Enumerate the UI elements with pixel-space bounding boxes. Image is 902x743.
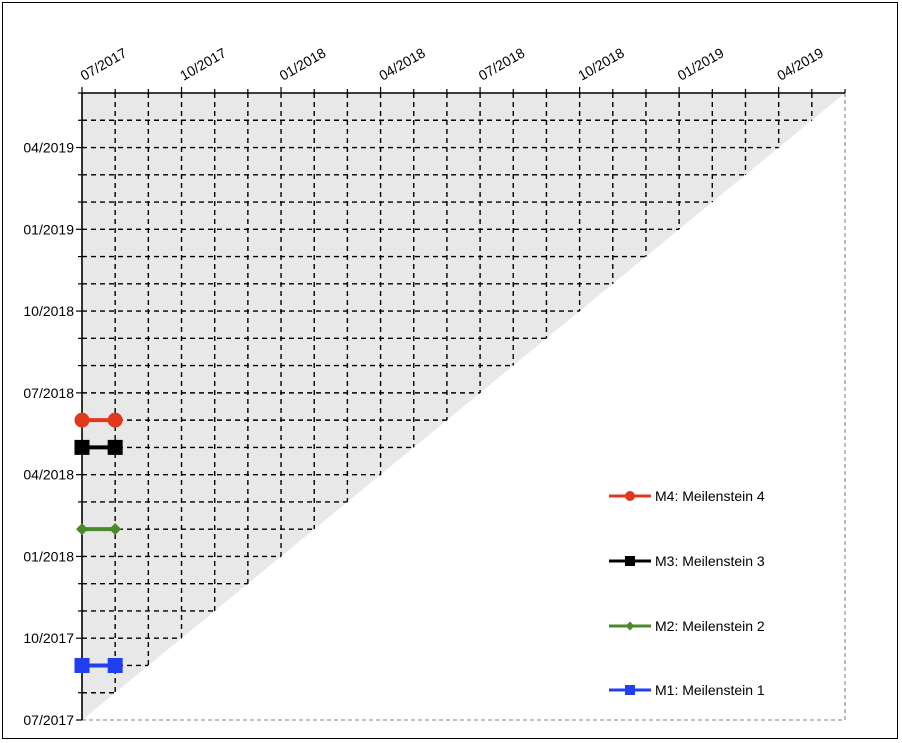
marker-square: [107, 439, 123, 455]
series-2: [74, 439, 123, 455]
marker-square: [625, 556, 635, 566]
x-tick-label: 01/2019: [675, 44, 727, 83]
axes: [76, 87, 846, 721]
series-3: [76, 523, 122, 536]
plot-area-shading: [82, 93, 845, 720]
marker-square: [74, 439, 90, 455]
series-4: [74, 657, 123, 673]
series-1: [74, 412, 123, 428]
x-tick-labels: 07/2017 10/2017 01/2018 04/2018 07/2018 10/20…: [78, 44, 827, 83]
y-tick-label: 04/2018: [23, 467, 74, 483]
x-tick-label: 07/2018: [476, 44, 528, 83]
y-tick-label: 10/2018: [23, 303, 74, 319]
legend-label: M3: Meilenstein 3: [655, 553, 765, 569]
legend-label: M4: Meilenstein 4: [655, 488, 765, 504]
legend-item: M2: Meilenstein 2: [609, 618, 765, 634]
grid: [82, 93, 813, 694]
y-tick-labels: 07/2017 10/2017 01/2018 04/2018 07/2018 10/20…: [23, 140, 74, 728]
marker-circle: [74, 412, 90, 428]
y-tick-label: 07/2018: [23, 385, 74, 401]
milestone-trend-chart: 07/2017 10/2017 01/2018 04/2018 07/2018 10/20…: [23, 44, 846, 728]
marker-circle: [107, 412, 123, 428]
y-tick-label: 10/2017: [23, 630, 74, 646]
y-tick-label: 07/2017: [23, 712, 74, 728]
marker-circle: [625, 491, 635, 501]
y-tick-label: 04/2019: [23, 140, 74, 156]
x-tick-label: 10/2018: [575, 44, 627, 83]
x-tick-label: 07/2017: [78, 44, 130, 83]
x-tick-label: 04/2018: [376, 44, 428, 83]
x-tick-label: 01/2018: [277, 44, 329, 83]
marker-square: [625, 685, 635, 695]
legend-label: M1: Meilenstein 1: [655, 682, 765, 698]
marker-diamond: [76, 523, 88, 536]
marker-square: [107, 657, 123, 673]
legend-item: M4: Meilenstein 4: [609, 488, 765, 504]
marker-diamond: [109, 523, 122, 536]
legend-item: M1: Meilenstein 1: [609, 682, 765, 698]
legend-item: M3: Meilenstein 3: [609, 553, 765, 569]
y-tick-label: 01/2019: [23, 221, 74, 237]
legend: M4: Meilenstein 4 M3: Meilenstein 3 M2: Me…: [609, 488, 765, 698]
y-tick-label: 01/2018: [23, 548, 74, 564]
marker-square: [74, 657, 90, 673]
legend-label: M2: Meilenstein 2: [655, 618, 765, 634]
x-tick-label: 10/2017: [177, 44, 229, 83]
series-lines: [74, 412, 123, 673]
x-tick-label: 04/2019: [774, 44, 826, 83]
shaded-triangle: [82, 93, 845, 720]
marker-diamond: [625, 621, 635, 631]
